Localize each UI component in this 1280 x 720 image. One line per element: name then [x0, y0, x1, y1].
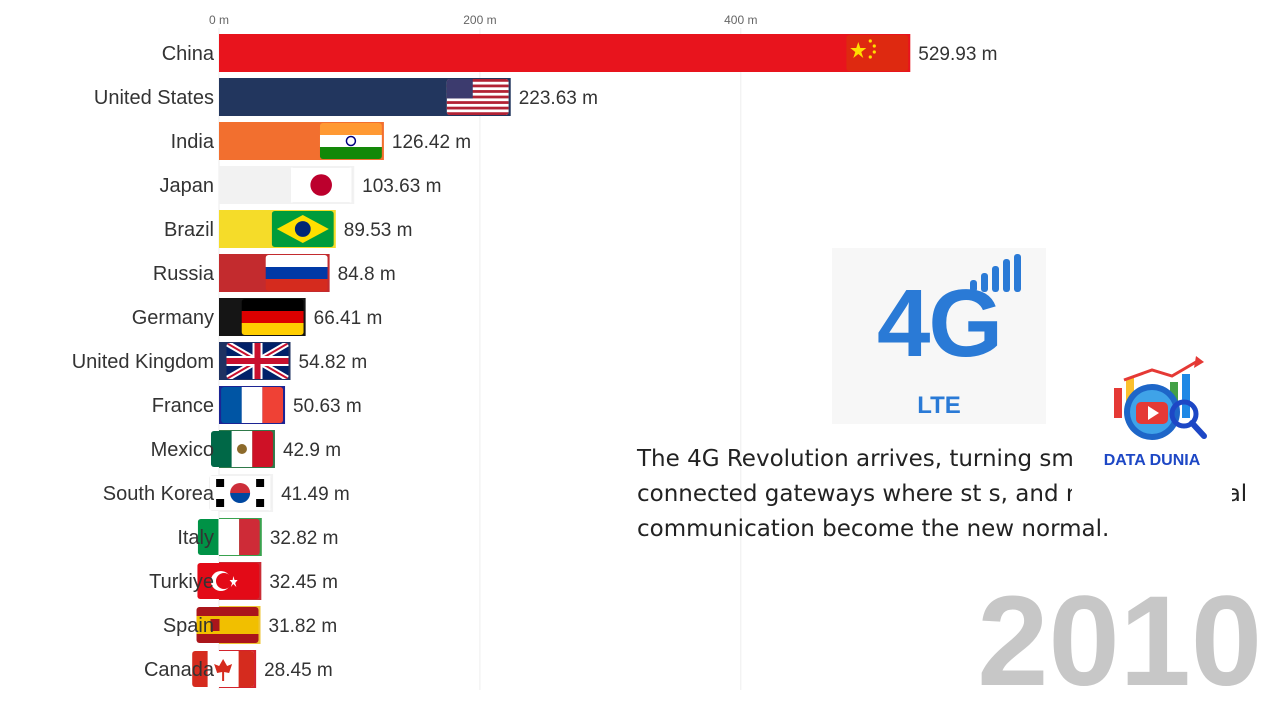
value-label-mexico: 42.9 m	[283, 440, 341, 461]
uk-flag-icon	[226, 343, 289, 379]
value-label-united-states: 223.63 m	[519, 88, 598, 109]
russia-flag-icon	[265, 255, 328, 291]
x-tick-label: 400 m	[724, 13, 757, 27]
value-label-canada: 28.45 m	[264, 660, 333, 681]
india-flag-icon	[319, 123, 382, 159]
category-label-spain: Spain	[163, 615, 214, 637]
category-label-italy: Italy	[177, 527, 214, 549]
category-label-united-states: United States	[94, 87, 214, 109]
value-label-italy: 32.82 m	[270, 528, 339, 549]
bar-china	[219, 34, 911, 72]
italy-flag-icon	[197, 519, 260, 555]
value-label-turkiye: 32.45 m	[269, 572, 338, 593]
value-label-spain: 31.82 m	[269, 616, 338, 637]
category-label-japan: Japan	[160, 175, 215, 197]
category-label-turkiye: Turkiye	[149, 571, 214, 593]
category-label-china: China	[162, 43, 215, 65]
value-label-china: 529.93 m	[918, 44, 997, 65]
category-label-south-korea: South Korea	[103, 483, 215, 505]
value-label-france: 50.63 m	[293, 396, 362, 417]
category-label-united-kingdom: United Kingdom	[72, 351, 214, 373]
badge-lte-text: LTE	[917, 392, 961, 419]
category-labels: China 529.93 m United States 223.63 m India 1…	[72, 43, 998, 681]
category-label-mexico: Mexico	[151, 439, 214, 461]
category-label-russia: Russia	[153, 263, 215, 285]
canada-flag-icon	[192, 651, 255, 687]
category-label-france: France	[152, 395, 214, 417]
germany-flag-icon	[241, 299, 304, 335]
value-label-united-kingdom: 54.82 m	[299, 352, 368, 373]
globe-play-magnifier-logo	[1114, 356, 1207, 440]
brand-name: DATA DUNIA	[1103, 452, 1201, 469]
lte-badge: 4G LTE	[832, 248, 1046, 424]
value-label-japan: 103.63 m	[362, 176, 441, 197]
category-label-india: India	[171, 131, 215, 153]
value-label-russia: 84.8 m	[338, 264, 396, 285]
category-label-canada: Canada	[144, 659, 215, 681]
spain-flag-icon	[196, 607, 259, 643]
bars	[192, 34, 911, 688]
category-label-brazil: Brazil	[164, 219, 214, 241]
brazil-flag-icon	[271, 211, 334, 247]
value-label-south-korea: 41.49 m	[281, 484, 350, 505]
mexico-flag-icon	[210, 431, 273, 467]
badge-4g-text: 4G	[876, 270, 1003, 377]
category-label-germany: Germany	[132, 307, 214, 329]
year-label: 2010	[977, 570, 1262, 713]
japan-flag-icon	[290, 167, 353, 203]
usa-flag-icon	[446, 79, 509, 115]
china-flag-icon	[846, 35, 909, 71]
x-tick-label: 0 m	[209, 13, 229, 27]
value-label-brazil: 89.53 m	[344, 220, 413, 241]
x-axis-ticks: 0 m 200 m 400 m	[209, 13, 757, 27]
france-flag-icon	[221, 387, 284, 423]
turkiye-flag-icon	[197, 563, 260, 599]
value-label-germany: 66.41 m	[314, 308, 383, 329]
brand-logo: DATA DUNIA	[1072, 348, 1232, 508]
x-tick-label: 200 m	[463, 13, 496, 27]
value-label-india: 126.42 m	[392, 132, 471, 153]
south-korea-flag-icon	[209, 475, 272, 511]
signal-bars-icon	[970, 254, 1021, 292]
